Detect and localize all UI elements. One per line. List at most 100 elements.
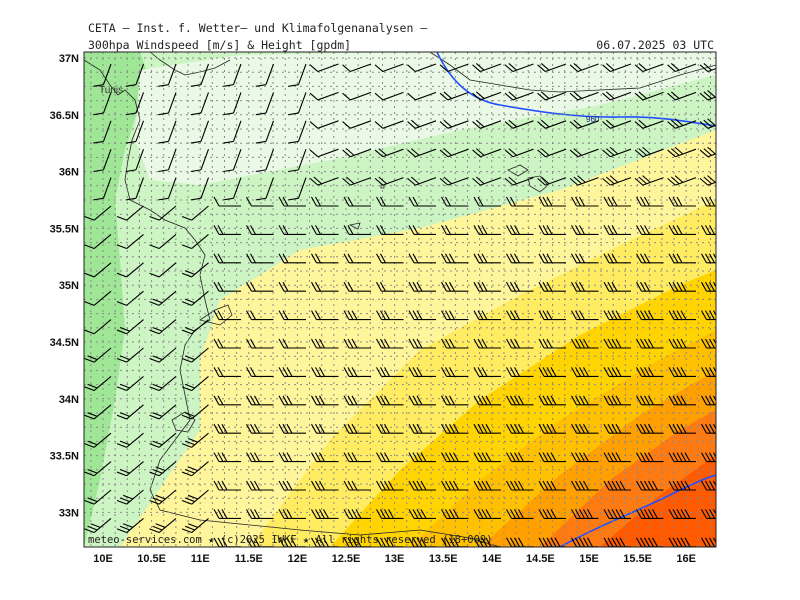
wind-barb	[181, 205, 209, 221]
wind-barb	[441, 310, 469, 321]
wind-barb	[506, 225, 534, 235]
wind-barb	[441, 281, 469, 292]
wind-barb	[84, 290, 112, 306]
wind-barb	[439, 63, 469, 73]
wind-barb	[506, 338, 534, 349]
wind-barb	[506, 480, 534, 491]
lat-label: 34N	[59, 394, 79, 406]
wind-barb	[223, 120, 242, 144]
wind-barb	[506, 452, 534, 463]
island-djerba	[171, 411, 196, 433]
wind-barb	[506, 310, 534, 321]
wind-barb	[701, 253, 716, 264]
wind-barb	[667, 62, 697, 73]
wind-barb	[343, 225, 371, 235]
wind-barb	[311, 196, 339, 207]
wind-barb	[407, 63, 437, 73]
wind-barb	[149, 205, 177, 221]
wind-barb	[571, 452, 599, 463]
wind-barb	[699, 146, 716, 158]
wind-barb	[116, 262, 144, 278]
wind-barb	[472, 176, 502, 186]
product-label: 300hpa_Windspeed_[m/s]_&_Height_[gpdm]	[88, 38, 352, 52]
wind-barb	[636, 423, 664, 434]
wind-barb	[538, 367, 566, 377]
wind-barb	[472, 148, 502, 158]
wind-barb	[181, 432, 209, 448]
wind-barb	[701, 537, 716, 547]
wind-barb	[473, 452, 501, 463]
wind-barb	[342, 176, 372, 186]
wind-barb	[376, 480, 404, 491]
wind-barb	[538, 281, 566, 292]
wind-barb	[506, 509, 534, 519]
wind-barb	[149, 404, 177, 420]
wind-barbs	[84, 62, 716, 547]
wind-barb	[84, 489, 112, 505]
wind-barb	[441, 338, 469, 349]
wind-barb	[472, 91, 502, 101]
wind-barb	[246, 452, 274, 463]
wind-barb	[181, 404, 209, 420]
wind-barb	[701, 196, 716, 207]
wind-barb	[408, 225, 436, 235]
wind-barb	[668, 480, 696, 491]
wind-barb	[668, 423, 696, 434]
wind-barb	[311, 395, 339, 406]
wind-barb	[634, 91, 664, 101]
wind-barb	[213, 196, 241, 207]
wind-barb	[376, 338, 404, 349]
wind-barb	[343, 395, 371, 406]
wind-barb	[603, 480, 631, 491]
wind-barb	[439, 148, 469, 158]
lon-label: 14.5E	[526, 553, 555, 565]
wind-barb	[309, 148, 339, 158]
wind-barb	[181, 319, 209, 335]
wind-barb	[504, 62, 534, 73]
wind-barb	[699, 62, 716, 73]
wind-barb	[603, 423, 631, 434]
lon-label: 13.5E	[429, 553, 458, 565]
wind-barb	[538, 423, 566, 434]
lon-label: 15E	[579, 553, 599, 565]
wind-barb	[636, 338, 664, 349]
wind-barb	[213, 338, 241, 349]
wind-barb	[149, 375, 177, 392]
wind-barb	[603, 196, 631, 207]
wind-barb	[603, 452, 631, 463]
wind-barb	[84, 319, 112, 335]
wind-barb	[181, 375, 209, 392]
wind-barb	[538, 509, 566, 519]
shade-green	[84, 52, 150, 547]
wind-barb	[255, 120, 275, 144]
wind-barb	[309, 120, 339, 129]
wind-barb	[311, 423, 339, 434]
wind-barb	[376, 423, 404, 434]
wind-barb	[116, 375, 144, 392]
wind-barb	[246, 367, 274, 377]
wind-barb	[441, 367, 469, 377]
wind-barb	[441, 225, 469, 235]
wind-barb	[223, 149, 242, 173]
lat-label: 33.5N	[50, 451, 79, 463]
wind-barb	[246, 423, 274, 434]
wind-barb	[473, 281, 501, 292]
wind-barb	[506, 253, 534, 264]
wind-barb	[181, 233, 209, 250]
wind-barb	[93, 177, 112, 201]
wind-barb	[343, 509, 371, 519]
wind-barb	[181, 262, 209, 278]
wind-barb	[213, 367, 241, 377]
wind-barb	[506, 395, 534, 406]
wind-barb	[125, 149, 145, 173]
wind-barb	[93, 149, 112, 173]
wind-barb	[246, 196, 274, 207]
wind-barb	[84, 205, 112, 221]
chart-title: CETA — Inst. f. Wetter— und Klimafolgena…	[88, 21, 428, 35]
wind-barb	[571, 367, 599, 377]
wind-barb	[116, 461, 144, 477]
wind-barb	[84, 432, 112, 448]
wind-barb	[190, 63, 210, 87]
wind-barb	[441, 423, 469, 434]
wind-barb	[504, 119, 534, 129]
